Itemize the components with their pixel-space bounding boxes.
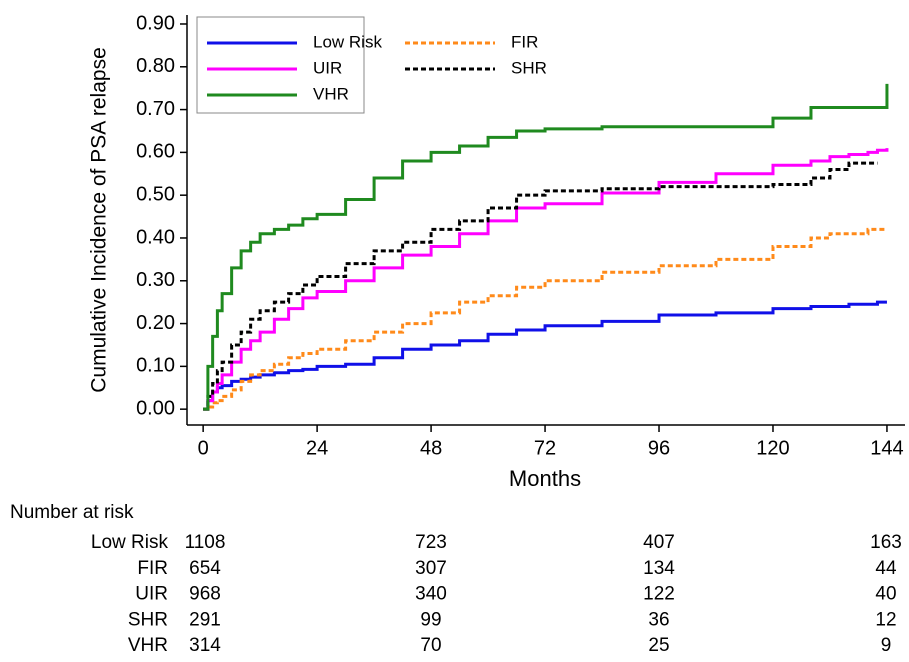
- risk-count: 99: [420, 609, 441, 630]
- legend-box: [196, 16, 365, 114]
- legend-label: UIR: [313, 58, 342, 77]
- risk-count: 340: [415, 584, 447, 605]
- y-tick-label: 0.70: [136, 98, 175, 120]
- legend-label: Low Risk: [313, 32, 382, 51]
- risk-count: 654: [189, 558, 221, 579]
- x-tick-label: 144: [870, 437, 903, 459]
- risk-count: 122: [643, 584, 675, 605]
- y-tick-label: 0.80: [136, 55, 175, 77]
- risk-row-label: VHR: [128, 635, 168, 656]
- risk-count: 70: [420, 635, 441, 656]
- y-tick-label: 0.50: [136, 183, 175, 205]
- risk-count: 12: [875, 609, 896, 630]
- x-tick-label: 72: [534, 437, 556, 459]
- risk-count: 723: [415, 532, 447, 553]
- y-tick-label: 0.90: [136, 12, 175, 34]
- risk-count: 40: [875, 584, 896, 605]
- x-tick-label: 0: [198, 437, 209, 459]
- risk-row-label: SHR: [128, 609, 168, 630]
- risk-count: 134: [643, 558, 675, 579]
- risk-count: 1108: [185, 532, 226, 553]
- risk-table-title: Number at risk: [10, 502, 134, 523]
- y-tick-label: 0.30: [136, 269, 175, 291]
- y-axis-label: Cumulative Incidence of PSA relapse: [88, 47, 111, 393]
- y-tick-label: 0.20: [136, 312, 175, 334]
- legend-label: FIR: [511, 32, 538, 51]
- x-axis-label: Months: [509, 466, 581, 491]
- y-tick-label: 0.40: [136, 226, 175, 248]
- risk-count: 968: [189, 584, 221, 605]
- y-tick-label: 0.60: [136, 141, 175, 163]
- risk-row-label: FIR: [137, 558, 168, 579]
- y-tick-label: 0.10: [136, 355, 175, 377]
- x-tick-label: 120: [756, 437, 789, 459]
- series-line: [203, 227, 887, 411]
- risk-row-label: Low Risk: [91, 532, 169, 553]
- risk-count: 291: [189, 609, 221, 630]
- risk-count: 44: [875, 558, 897, 579]
- risk-count: 25: [648, 635, 669, 656]
- risk-count: 9: [881, 635, 892, 656]
- risk-count: 163: [870, 532, 902, 553]
- legend-label: SHR: [511, 58, 547, 77]
- risk-count: 407: [643, 532, 675, 553]
- legend-label: VHR: [313, 84, 349, 103]
- x-tick-label: 96: [648, 437, 670, 459]
- risk-count: 314: [189, 635, 221, 656]
- x-tick-label: 24: [306, 437, 328, 459]
- risk-row-label: UIR: [135, 584, 168, 605]
- x-tick-label: 48: [420, 437, 442, 459]
- y-tick-label: 0.00: [136, 397, 175, 419]
- series-line: [203, 161, 878, 411]
- series-line: [203, 83, 889, 411]
- series-line: [203, 300, 887, 411]
- risk-count: 307: [415, 558, 447, 579]
- risk-count: 36: [648, 609, 669, 630]
